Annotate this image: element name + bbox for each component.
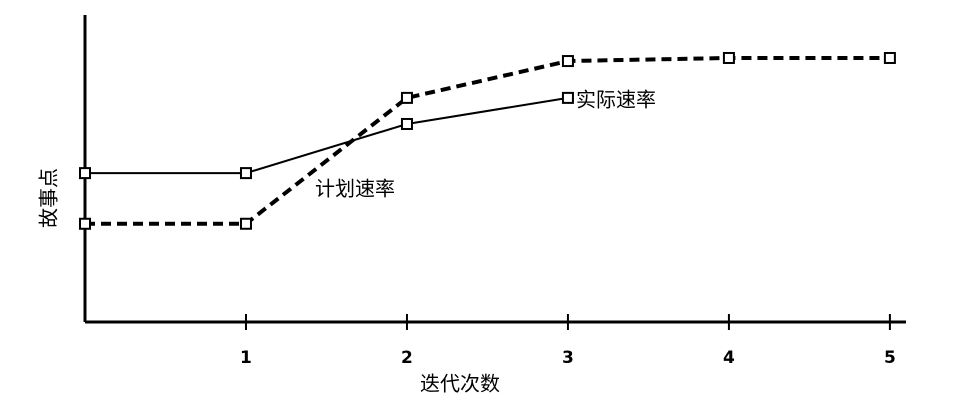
point-marker bbox=[883, 51, 896, 64]
point-marker bbox=[239, 217, 252, 230]
point-marker bbox=[561, 55, 574, 68]
y-axis-label: 故事点 bbox=[37, 168, 61, 228]
point-marker bbox=[722, 51, 735, 64]
series-label: 计划速率 bbox=[315, 177, 395, 201]
x-tick-label: 2 bbox=[401, 348, 413, 368]
series-line bbox=[85, 96, 569, 175]
point-marker bbox=[400, 91, 413, 104]
point-marker bbox=[400, 117, 413, 130]
x-tick-label: 3 bbox=[562, 348, 574, 368]
x-tick-label: 1 bbox=[240, 348, 252, 368]
point-marker bbox=[79, 167, 91, 180]
point-marker bbox=[79, 217, 91, 230]
series-label: 实际速率 bbox=[576, 88, 656, 112]
x-axis-label: 迭代次数 bbox=[420, 372, 500, 396]
point-marker bbox=[561, 91, 574, 104]
x-tick-label: 4 bbox=[723, 348, 735, 368]
point-marker bbox=[239, 167, 252, 180]
x-tick-label: 5 bbox=[884, 348, 896, 368]
series-line bbox=[85, 55, 890, 226]
